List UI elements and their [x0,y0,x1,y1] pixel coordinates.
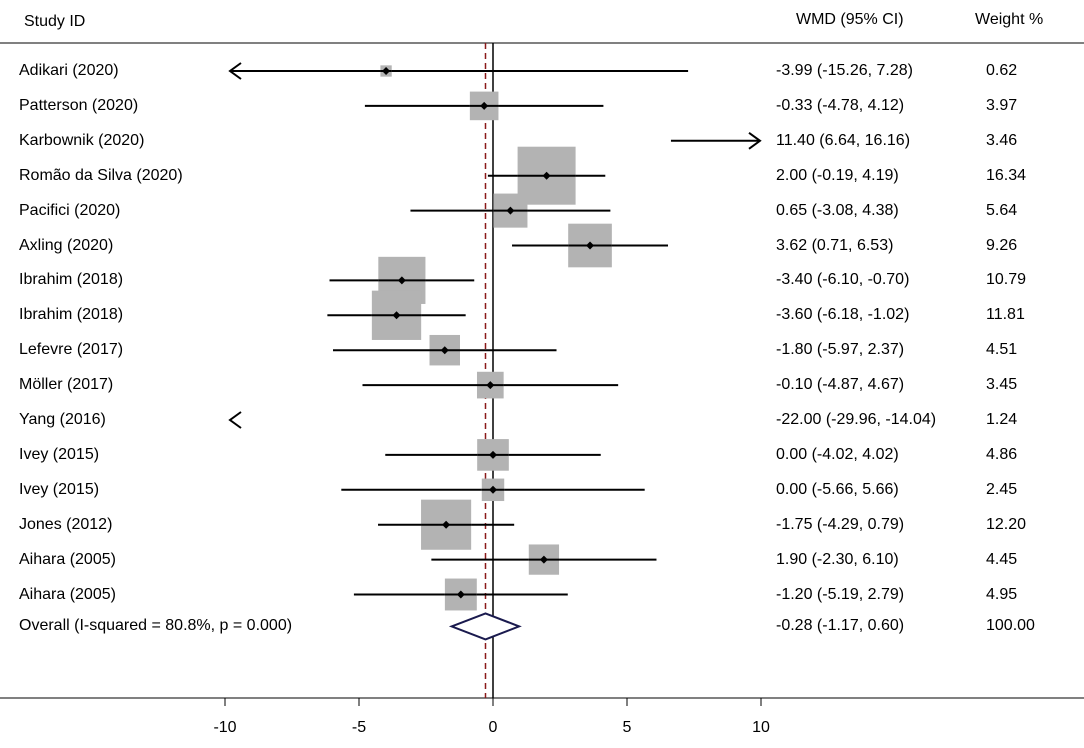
study-weight-value: 16.34 [986,166,1027,184]
study-ci-value: 11.40 (6.64, 16.16) [776,131,911,149]
overall-ci-value: -0.28 (-1.17, 0.60) [776,617,905,635]
point-estimate [480,101,489,110]
study-ci-value: 2.00 (-0.19, 4.19) [776,166,899,184]
x-tick-label: -5 [351,719,367,736]
study-label: Yang (2016) [19,411,106,428]
ci-arrow-left [228,62,242,80]
point-estimate [442,520,451,529]
study-ci-value: -3.99 (-15.26, 7.28) [776,62,913,79]
study-weight-value: 10.79 [986,271,1027,289]
study-weight-value: 11.81 [986,306,1025,324]
study-label: Axling (2020) [19,236,114,254]
study-weight-value: 5.64 [986,201,1018,219]
study-label: Möller (2017) [19,376,114,394]
point-estimate [456,590,465,599]
point-estimate [392,311,401,320]
point-estimate [489,485,497,494]
point-estimate [506,206,515,215]
study-ci-value: 3.62 (0.71, 6.53) [776,236,894,254]
point-estimate [382,67,391,75]
study-ci-value: 0.00 (-5.66, 5.66) [776,480,899,498]
study-label: Adikari (2020) [19,62,119,79]
study-label: Ibrahim (2018) [19,306,124,324]
study-weight-value: 3.46 [986,131,1018,149]
point-estimate [542,171,551,180]
study-ci-value: 0.65 (-3.08, 4.38) [776,201,899,219]
study-label: Ibrahim (2018) [19,271,124,289]
study-weight-value: 4.51 [986,341,1018,359]
point-estimate [397,276,406,285]
x-tick-label: 10 [752,719,770,736]
study-ci-value: -3.60 (-6.18, -1.02) [776,306,910,324]
study-label: Romão da Silva (2020) [19,166,183,184]
study-label: Ivey (2015) [19,480,100,498]
study-weight-value: 4.86 [986,445,1018,463]
x-tick-label: 5 [622,719,632,736]
point-estimate [539,555,548,564]
study-weight-value: 0.62 [986,62,1018,79]
x-tick-label: 0 [488,719,498,736]
x-tick-label: -10 [213,719,237,736]
study-weight-value: 2.45 [986,480,1018,498]
ci-arrow-left [228,411,242,429]
study-label: Lefevre (2017) [19,341,124,359]
study-weight-value: 9.26 [986,236,1018,254]
study-label: Karbownik (2020) [19,131,145,149]
study-weight-value: 12.20 [986,515,1027,533]
study-label: Aihara (2005) [19,550,116,568]
study-label: Patterson (2020) [19,96,139,114]
study-ci-value: 1.90 (-2.30, 6.10) [776,550,899,568]
study-ci-value: -1.20 (-5.19, 2.79) [776,585,905,603]
study-label: Ivey (2015) [19,445,100,463]
study-ci-value: 0.00 (-4.02, 4.02) [776,445,899,463]
study-label: Aihara (2005) [19,585,116,603]
point-estimate [489,450,497,459]
study-ci-value: -3.40 (-6.10, -0.70) [776,271,910,289]
study-ci-value: -1.75 (-4.29, 0.79) [776,515,905,533]
study-ci-value: -0.33 (-4.78, 4.12) [776,96,905,114]
study-weight-value: 1.24 [986,411,1018,428]
study-label: Jones (2012) [19,515,113,533]
study-ci-value: -22.00 (-29.96, -14.04) [776,411,937,428]
point-estimate [586,241,595,250]
study-weight-value: 3.45 [986,376,1018,394]
header-weight: Weight % [975,11,1044,28]
study-weight-value: 4.95 [986,585,1018,603]
study-weight-value: 4.45 [986,550,1018,568]
ci-arrow-right [748,131,762,150]
header-wmd-ci: WMD (95% CI) [796,11,904,28]
study-weight-value: 3.97 [986,96,1018,114]
point-estimate [486,381,495,390]
overall-diamond [448,612,522,641]
point-estimate [440,346,449,355]
overall-weight-value: 100.00 [986,617,1035,635]
overall-label: Overall (I-squared = 80.8%, p = 0.000) [19,617,293,635]
study-ci-value: -1.80 (-5.97, 2.37) [776,341,905,359]
header-study-id: Study ID [24,13,86,30]
study-label: Pacifici (2020) [19,201,121,219]
study-ci-value: -0.10 (-4.87, 4.67) [776,376,905,394]
